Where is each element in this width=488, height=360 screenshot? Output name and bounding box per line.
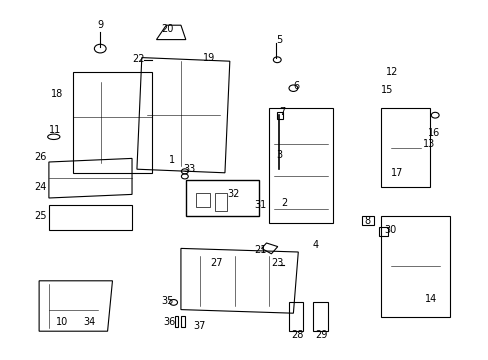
Bar xyxy=(378,227,387,236)
Text: 5: 5 xyxy=(276,35,282,45)
Bar xyxy=(185,180,259,216)
Text: 15: 15 xyxy=(381,85,393,95)
Text: 37: 37 xyxy=(193,321,205,331)
Text: 14: 14 xyxy=(425,294,437,304)
Text: 29: 29 xyxy=(315,330,327,340)
Text: 33: 33 xyxy=(183,164,195,174)
Text: 32: 32 xyxy=(227,189,239,199)
Text: 34: 34 xyxy=(83,317,95,327)
Text: 22: 22 xyxy=(131,54,144,64)
Text: 36: 36 xyxy=(163,317,176,327)
Bar xyxy=(277,112,283,119)
Text: 19: 19 xyxy=(203,53,215,63)
Text: 26: 26 xyxy=(34,152,46,162)
Text: 28: 28 xyxy=(290,330,303,340)
Text: 13: 13 xyxy=(422,139,434,149)
Text: 2: 2 xyxy=(281,198,287,208)
Text: 11: 11 xyxy=(49,125,61,135)
Text: 12: 12 xyxy=(386,67,398,77)
Text: 30: 30 xyxy=(383,225,395,235)
Text: 17: 17 xyxy=(390,168,403,178)
Text: 10: 10 xyxy=(56,317,68,327)
Text: 9: 9 xyxy=(98,20,104,30)
Text: 35: 35 xyxy=(161,296,173,306)
Bar xyxy=(181,316,184,327)
Text: 8: 8 xyxy=(364,216,370,226)
Text: 31: 31 xyxy=(254,200,266,210)
Text: 20: 20 xyxy=(161,24,173,34)
Text: 21: 21 xyxy=(254,245,266,255)
Text: 1: 1 xyxy=(168,155,175,165)
Text: 24: 24 xyxy=(34,182,46,192)
Text: 3: 3 xyxy=(276,150,282,160)
Bar xyxy=(215,193,227,211)
Text: 6: 6 xyxy=(293,81,299,91)
Bar xyxy=(195,193,210,207)
Text: 23: 23 xyxy=(271,258,283,268)
Bar xyxy=(361,216,373,225)
Text: 27: 27 xyxy=(210,258,223,268)
Text: 16: 16 xyxy=(427,128,439,138)
Bar xyxy=(174,316,178,327)
Text: 7: 7 xyxy=(278,107,285,117)
Text: 4: 4 xyxy=(312,240,319,250)
Text: 18: 18 xyxy=(51,89,63,99)
Text: 25: 25 xyxy=(34,211,46,221)
